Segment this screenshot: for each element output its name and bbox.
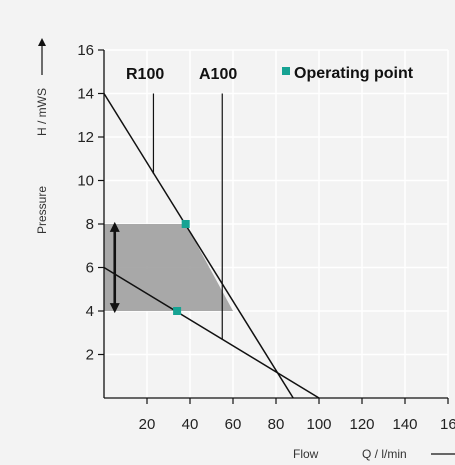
y-tick-label: 12 [77, 129, 94, 146]
y-tick-label: 2 [86, 347, 94, 364]
x-tick-label: 120 [349, 416, 374, 433]
range-arrow-head-up [109, 221, 120, 232]
x-axis-label-unit: Q / l/min [362, 447, 407, 461]
y-tick-label: 8 [86, 216, 94, 233]
x-tick-label: 60 [225, 416, 242, 433]
x-tick-labels: 20 40 60 80 100 120 140 16 [139, 416, 455, 433]
series-label-a100: A100 [199, 66, 237, 83]
x-tick-label: 20 [139, 416, 156, 433]
operating-range-region [104, 224, 233, 311]
series-line-r100 [103, 266, 320, 399]
y-tick-label: 14 [77, 86, 94, 103]
curve-lines [103, 93, 320, 399]
y-tick-label: 16 [77, 42, 94, 59]
x-tick-label: 140 [392, 416, 417, 433]
axes [98, 49, 449, 404]
y-tick-label: 10 [77, 173, 94, 190]
range-arrow-head-down [109, 303, 120, 314]
y-axis-label-word: Pressure [35, 186, 49, 234]
operating-point-marker [173, 307, 182, 315]
range-arrow [109, 221, 120, 314]
series-line-a100 [103, 93, 294, 399]
y-tick-label: 6 [86, 260, 94, 277]
operating-point-markers [173, 220, 190, 315]
y-tick-labels: 2 4 6 8 10 12 14 16 [77, 42, 94, 364]
y-axis-arrow-icon [38, 38, 46, 75]
x-tick-label: 80 [268, 416, 285, 433]
x-tick-label: 16 [440, 416, 455, 433]
x-tick-label: 40 [182, 416, 199, 433]
operating-point-marker [181, 220, 190, 228]
x-axis-label-word: Flow [293, 447, 319, 461]
series-label-r100: R100 [126, 66, 164, 83]
legend-label: Operating point [294, 65, 414, 82]
legend-swatch [282, 67, 290, 75]
series-label-leaders [152, 93, 223, 340]
grid-lines [104, 49, 449, 398]
y-axis-label-unit: H / mWS [35, 88, 49, 136]
x-tick-label: 100 [306, 416, 331, 433]
y-tick-label: 4 [86, 303, 94, 320]
